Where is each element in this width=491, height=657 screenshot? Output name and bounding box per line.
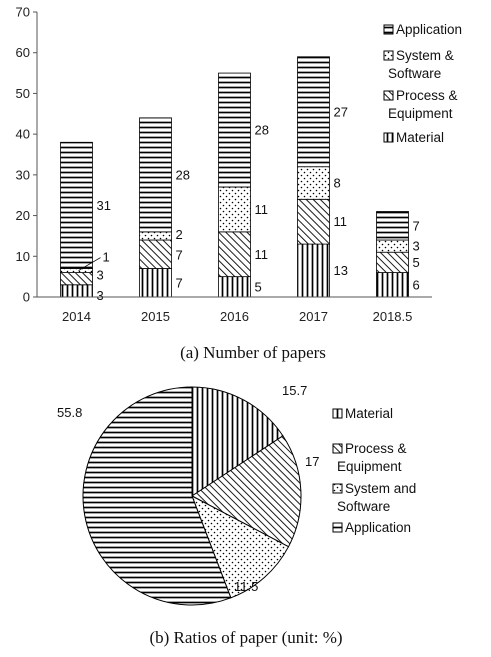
- pie-slice: [191, 386, 284, 497]
- bar-segment: [218, 186, 251, 233]
- bar-value-label: 3: [413, 239, 420, 254]
- legend-label: Process & Equipment: [337, 441, 407, 474]
- bar-segment: [139, 117, 172, 233]
- bar-value-label: 28: [255, 123, 269, 138]
- y-tick-label: 50: [16, 86, 30, 101]
- x-tick-label: 2015: [141, 309, 170, 324]
- bar-value-label: 31: [97, 198, 111, 213]
- bar-value-label: 6: [413, 277, 420, 292]
- legend-label: Material: [345, 406, 393, 421]
- legend-swatch: [332, 408, 343, 419]
- x-tick-label: 2016: [220, 309, 249, 324]
- bar-segment: [297, 198, 330, 245]
- pie-value-label: 11.5: [234, 579, 258, 594]
- legend-label: Application: [396, 22, 462, 37]
- bar-value-label: 28: [176, 167, 190, 182]
- x-tick-label: 2014: [62, 309, 91, 324]
- y-tick-label: 0: [23, 290, 30, 305]
- bar-segment: [297, 166, 330, 200]
- y-tick-label: 40: [16, 127, 30, 142]
- pie-value-label: 15.7: [282, 383, 307, 398]
- legend-swatch: [383, 90, 394, 101]
- bar-value-label: 11: [255, 202, 269, 217]
- y-tick-label: 60: [16, 45, 30, 60]
- bar-segment: [297, 243, 330, 298]
- bar-value-label: 2: [176, 227, 183, 242]
- chart-a-caption: (a) Number of papers: [180, 343, 326, 362]
- chart-b-caption: (b) Ratios of paper (unit: %): [149, 628, 342, 647]
- legend-label: Material: [396, 130, 444, 145]
- bar-segment: [218, 276, 251, 298]
- bar-segment: [139, 239, 172, 269]
- legend-swatch: [383, 50, 394, 61]
- legend-label: System & Software: [388, 48, 454, 81]
- bar-value-label: 27: [334, 104, 348, 119]
- legend-swatch: [383, 132, 394, 143]
- y-tick-label: 10: [16, 249, 30, 264]
- x-tick-label: 2017: [299, 309, 328, 324]
- leader-line: [78, 257, 101, 271]
- pie-value-label: 17: [305, 454, 319, 469]
- bar-segment: [376, 239, 409, 253]
- legend-swatch: [332, 483, 343, 494]
- bar-segment: [218, 231, 251, 278]
- bar-segment: [376, 251, 409, 273]
- legend-label: System and Software: [337, 481, 416, 514]
- bar-segment: [60, 272, 93, 286]
- y-tick-label: 70: [16, 5, 30, 20]
- bar-value-label: 13: [334, 263, 348, 278]
- pie-slice: [191, 435, 302, 548]
- bar-segment: [376, 272, 409, 298]
- bar-value-label: 11: [334, 214, 348, 229]
- bar-segment: [297, 56, 330, 168]
- bar-value-label: 7: [176, 247, 183, 262]
- bar-segment: [60, 284, 93, 298]
- pie-slice: [82, 386, 232, 606]
- bar-segment: [60, 268, 93, 273]
- legend-swatch: [332, 522, 343, 533]
- bar-value-label: 8: [334, 176, 341, 191]
- stacked-bar-chart: 0 10 20 30 40 50 60 70 2014 2015 2016 2017 2018.5 3…: [16, 5, 463, 363]
- bar-value-label: 7: [176, 275, 183, 290]
- bar-segment: [60, 141, 93, 269]
- legend-swatch: [332, 443, 343, 454]
- bar-segment: [218, 72, 251, 188]
- pie-value-label: 55.8: [57, 405, 82, 420]
- bar-segment: [139, 231, 172, 241]
- legend-swatch: [383, 24, 394, 35]
- y-tick-label: 20: [16, 208, 30, 223]
- bar-value-label: 5: [255, 279, 262, 294]
- x-tick-label: 2018.5: [373, 309, 413, 324]
- pie-slice: [191, 494, 290, 599]
- bar-value-label: 7: [413, 218, 420, 233]
- y-tick-label: 30: [16, 167, 30, 182]
- bar-value-label: 1: [103, 250, 110, 265]
- bar-value-label: 3: [97, 268, 104, 283]
- legend-label: Process & Equipment: [388, 88, 458, 121]
- bar-value-label: 3: [97, 288, 104, 303]
- legend-label: Application: [345, 520, 411, 535]
- pie-chart: 15.7 17 11.5 55.8 Material Process & Equipmen…: [57, 383, 416, 647]
- bar-value-label: 5: [413, 255, 420, 270]
- bar-segment: [376, 211, 409, 241]
- bar-segment: [139, 268, 172, 298]
- bar-value-label: 11: [255, 247, 269, 262]
